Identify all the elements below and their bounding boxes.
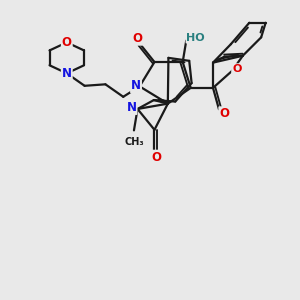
Text: O: O [151, 151, 161, 164]
Text: HO: HO [187, 33, 205, 43]
Text: N: N [62, 67, 72, 80]
Text: CH₃: CH₃ [124, 137, 144, 147]
Text: N: N [131, 79, 141, 92]
Text: O: O [132, 32, 142, 45]
Text: O: O [219, 107, 229, 120]
Text: O: O [232, 64, 242, 74]
Text: O: O [62, 36, 72, 49]
Text: N: N [127, 101, 136, 114]
